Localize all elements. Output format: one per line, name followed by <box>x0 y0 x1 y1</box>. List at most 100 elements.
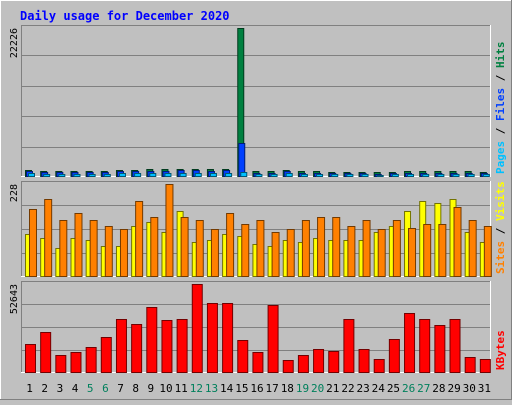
x-tick-label: 14 <box>220 382 234 395</box>
x-tick-label: 4 <box>72 382 79 395</box>
legend-part: Sites <box>494 241 507 274</box>
x-tick-label: 2 <box>41 382 48 395</box>
bar-pages-day-1 <box>28 173 35 177</box>
y-max-label: 22226 <box>9 28 20 58</box>
x-tick-label: 17 <box>266 382 279 395</box>
x-tick-label: 21 <box>326 382 339 395</box>
bar-kbytes-day-24 <box>373 359 385 373</box>
bar-pages-day-4 <box>73 174 81 177</box>
bar-sites-day-11 <box>180 217 189 277</box>
bar-sites-day-7 <box>119 229 128 277</box>
bar-kbytes-day-27 <box>419 319 431 373</box>
bar-kbytes-day-15 <box>237 340 249 373</box>
bar-pages-day-3 <box>58 174 66 177</box>
bar-sites-day-17 <box>271 232 280 277</box>
panels: 22226 Pages / Files / Hits 228 Sites / Visi… <box>9 25 507 373</box>
bar-pages-day-18 <box>285 173 293 177</box>
bar-kbytes-day-11 <box>176 319 188 373</box>
panel-hits-files-pages: 22226 Pages / Files / Hits <box>9 25 507 177</box>
bar-pages-day-8 <box>134 173 142 177</box>
legend-part: Pages <box>494 141 507 174</box>
bar-pages-day-26 <box>407 174 415 177</box>
bar-kbytes-day-29 <box>449 319 461 373</box>
bar-pages-day-12 <box>194 173 202 177</box>
x-tick-label: 13 <box>205 382 218 395</box>
x-tick-label: 20 <box>311 382 324 395</box>
legend-part: Visits <box>494 181 507 221</box>
bar-pages-day-20 <box>316 174 324 177</box>
bar-kbytes-day-17 <box>267 305 279 373</box>
legend-kbytes: KBytes <box>494 330 507 370</box>
bar-sites-day-4 <box>74 213 83 277</box>
legend-visits-sites: Sites / Visits <box>494 181 507 274</box>
x-tick-label: 30 <box>463 382 476 395</box>
y-max-label: 52643 <box>9 284 20 314</box>
bar-sites-day-13 <box>210 229 219 277</box>
bar-pages-day-29 <box>452 174 460 177</box>
bar-sites-day-14 <box>226 213 235 277</box>
x-tick-label: 7 <box>117 382 124 395</box>
legend-part: / <box>494 68 507 88</box>
bar-kbytes-day-14 <box>222 303 234 373</box>
x-tick-label: 5 <box>87 382 94 395</box>
bar-kbytes-day-19 <box>297 355 309 373</box>
x-tick-label: 23 <box>357 382 370 395</box>
bar-sites-day-5 <box>89 220 98 277</box>
bar-pages-day-28 <box>437 174 445 177</box>
bar-kbytes-day-23 <box>358 349 370 373</box>
bar-pages-day-5 <box>88 174 96 177</box>
bar-kbytes-day-30 <box>464 357 476 373</box>
x-tick-label: 18 <box>281 382 294 395</box>
bar-pages-day-16 <box>255 174 263 177</box>
bar-sites-day-6 <box>104 226 113 277</box>
bar-pages-day-31 <box>482 174 490 177</box>
bar-sites-day-2 <box>44 199 53 277</box>
bar-sites-day-23 <box>362 220 371 277</box>
bar-sites-day-31 <box>483 226 492 277</box>
x-tick-label: 6 <box>102 382 109 395</box>
bar-sites-day-15 <box>241 224 250 277</box>
x-tick-label: 29 <box>447 382 460 395</box>
bar-sites-day-18 <box>286 229 295 277</box>
bar-pages-day-23 <box>361 174 369 177</box>
bar-sites-day-1 <box>29 209 37 277</box>
x-tick-label: 28 <box>432 382 445 395</box>
x-tick-label: 16 <box>250 382 263 395</box>
bar-sites-day-29 <box>453 207 462 277</box>
bar-kbytes-day-31 <box>479 359 491 373</box>
x-tick-label: 19 <box>296 382 309 395</box>
x-tick-label: 26 <box>402 382 415 395</box>
x-axis-labels: 1 2 3 4 5 6 7 8 9 10 11 12 13 14 15 16 17 18 19 20 21 22 23 24 2… <box>26 382 491 395</box>
bar-kbytes-day-10 <box>161 320 173 373</box>
bar-pages-day-11 <box>179 173 187 177</box>
x-tick-label: 9 <box>148 382 155 395</box>
bar-pages-day-22 <box>346 174 354 177</box>
bar-sites-day-21 <box>332 217 341 277</box>
bar-sites-day-22 <box>347 226 356 277</box>
bar-kbytes-day-13 <box>206 303 218 373</box>
bar-kbytes-day-6 <box>100 337 112 373</box>
legend-part: Hits <box>494 42 507 69</box>
x-tick-label: 3 <box>57 382 64 395</box>
bar-kbytes-day-21 <box>328 351 340 373</box>
bar-kbytes-day-8 <box>131 324 143 373</box>
x-tick-label: 22 <box>341 382 354 395</box>
bar-kbytes-day-12 <box>191 284 203 373</box>
x-tick-label: 12 <box>190 382 203 395</box>
bar-pages-day-19 <box>300 174 308 177</box>
bar-pages-day-14 <box>225 173 233 177</box>
bar-kbytes-day-4 <box>70 352 82 373</box>
bar-kbytes-day-22 <box>343 319 355 373</box>
bar-kbytes-day-20 <box>313 349 325 373</box>
bar-pages-day-30 <box>467 174 475 177</box>
bar-pages-day-7 <box>118 173 126 177</box>
bar-pages-day-21 <box>331 174 339 177</box>
bar-sites-day-24 <box>377 229 386 277</box>
panel-background <box>21 25 491 177</box>
panel-kbytes: 52643 KBytes <box>9 281 507 373</box>
bar-sites-day-27 <box>423 224 432 277</box>
bar-kbytes-day-3 <box>55 355 67 373</box>
bar-sites-day-28 <box>438 224 447 277</box>
bar-sites-day-20 <box>317 217 326 277</box>
